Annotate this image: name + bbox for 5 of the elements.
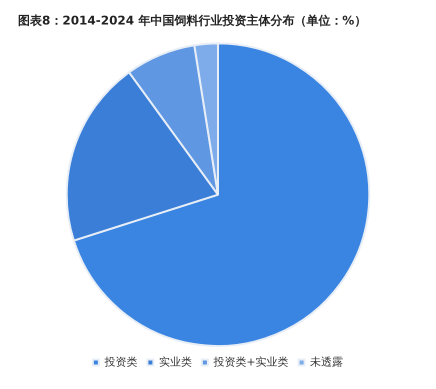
legend-label: 投资类+实业类 <box>212 355 289 368</box>
legend-label: 实业类 <box>158 355 192 368</box>
legend-label: 投资类 <box>103 355 138 368</box>
legend-label: 未透露 <box>310 355 344 368</box>
chart-title: 图表8：2014-2024 年中国饲料行业投资主体分布（单位：%） <box>18 13 366 28</box>
